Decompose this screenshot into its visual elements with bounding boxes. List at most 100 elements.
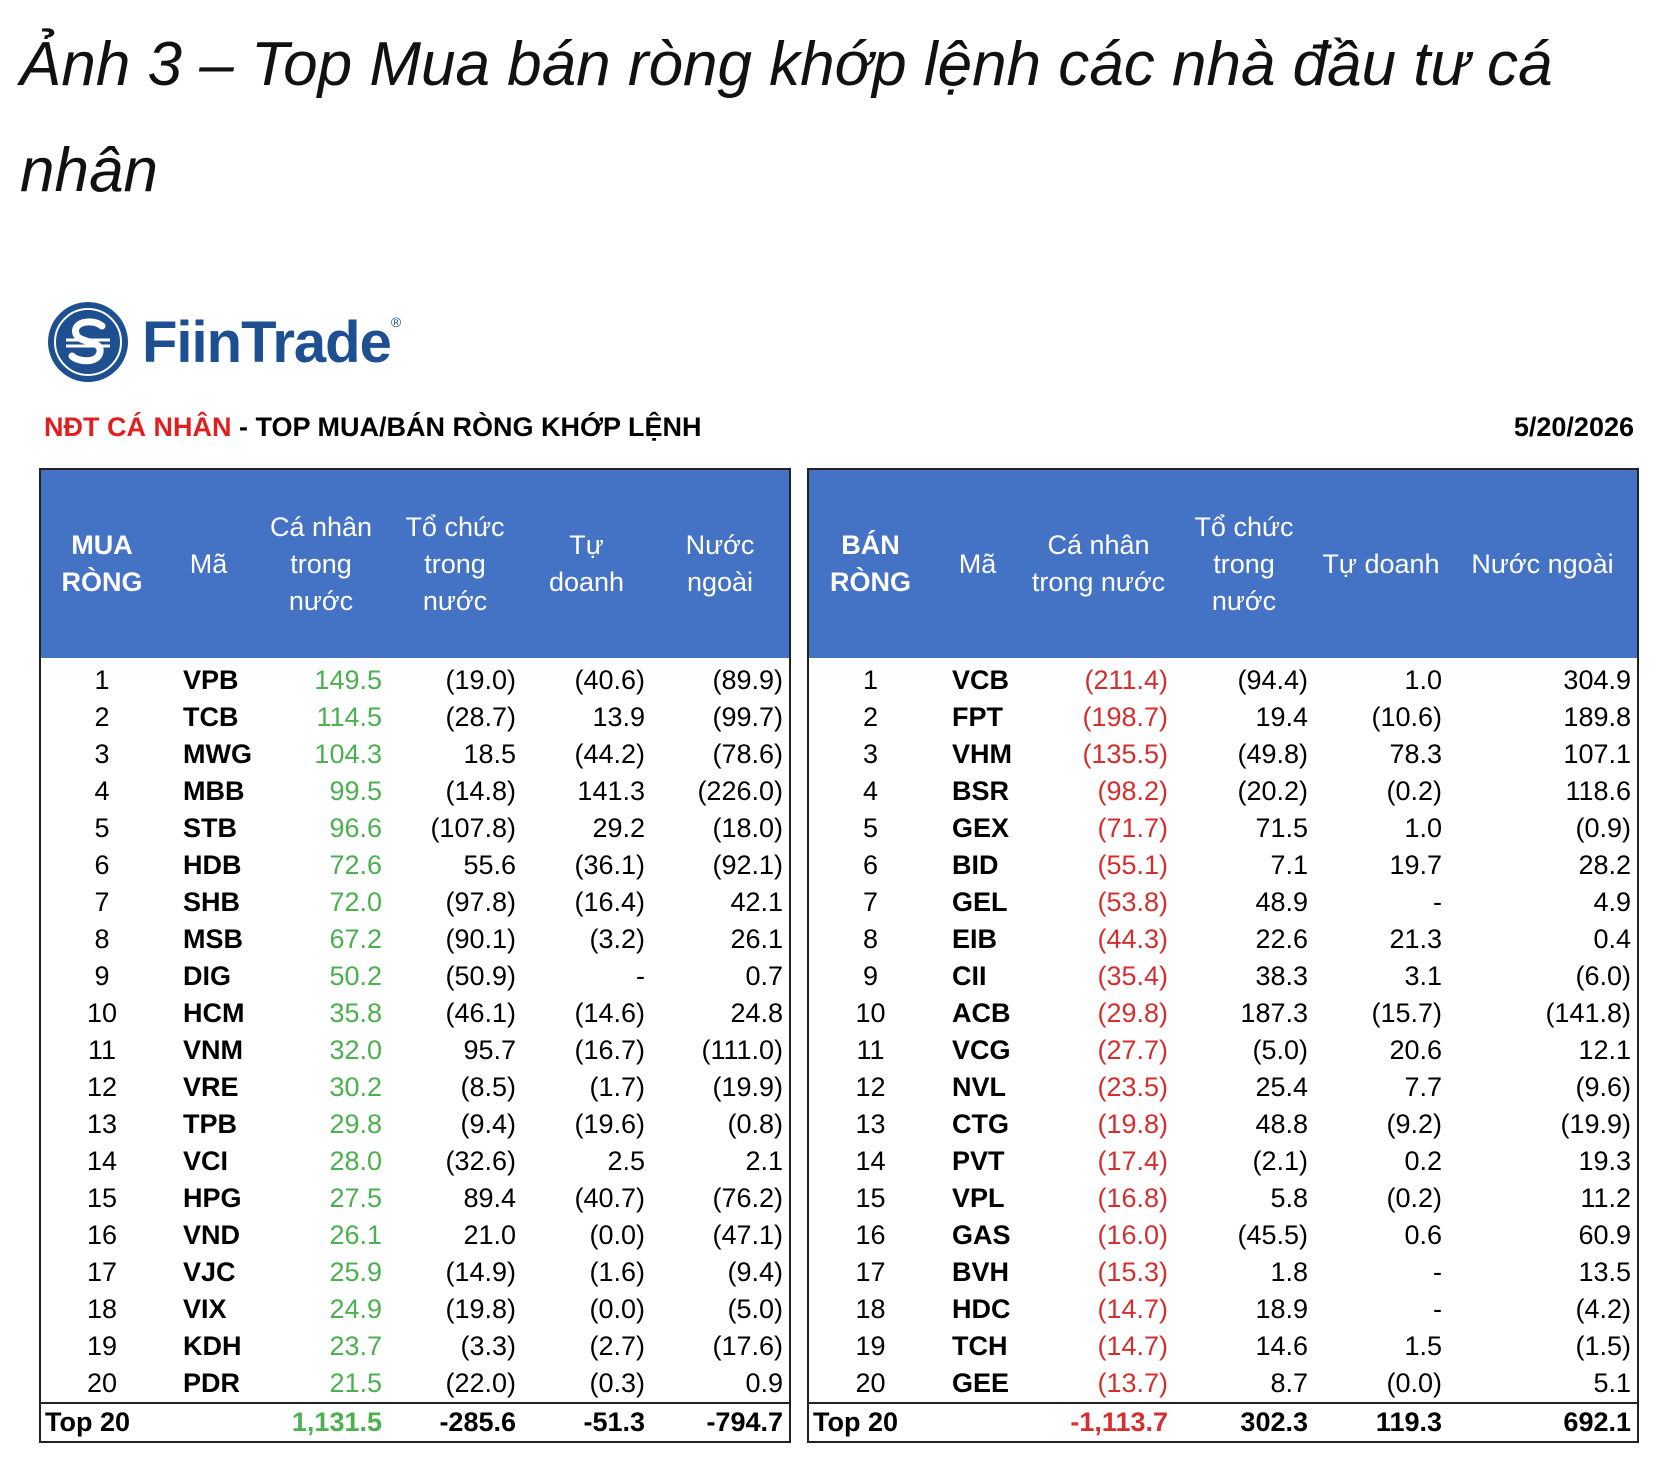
table-cell: (16.7) [574,1035,645,1065]
table-cell: (13.7) [1097,1368,1168,1398]
table-cell: (14.8) [445,776,516,806]
table-cell: (97.8) [445,887,516,917]
table-cell: (19.9) [712,1072,783,1102]
table-cell: 32.0 [329,1035,382,1065]
table-row: 10 HCM 35.8 (46.1) (14.6) 24.8 [40,995,790,1032]
table-row: 10 ACB (29.8) 187.3 (15.7) (141.8) [808,995,1638,1032]
table-cell: VPL [952,1183,1005,1213]
table-cell: (14.7) [1097,1294,1168,1324]
table-cell: BID [952,850,999,880]
table-row: 3 VHM (135.5) (49.8) 78.3 107.1 [808,736,1638,773]
total-row: Top 20 -1,113.7 302.3 119.3 692.1 [808,1402,1638,1442]
table-cell: 2.1 [745,1146,783,1176]
table-row: 6 BID (55.1) 7.1 19.7 28.2 [808,847,1638,884]
table-cell: (9.2) [1386,1109,1442,1139]
table-cell: 27.5 [329,1183,382,1213]
table-cell: 2 [862,702,879,732]
table-cell: (0.3) [589,1368,645,1398]
table-cell: 304.9 [1563,665,1631,695]
table-cell: (3.3) [460,1331,516,1361]
table-cell: 26.1 [329,1220,382,1250]
column-header: Tự doanh [522,469,651,658]
subheader-text: - TOP MUA/BÁN RÒNG KHỚP LỆNH [231,412,702,442]
table-cell: (71.7) [1097,813,1168,843]
table-cell: VND [183,1220,241,1250]
table-cell: 15 [855,1183,886,1213]
table-cell: 1 [94,665,110,695]
table-cell: 5.1 [1593,1368,1631,1398]
table-cell: 19.4 [1255,702,1308,732]
table-row: 12 NVL (23.5) 25.4 7.7 (9.6) [808,1069,1638,1106]
table-cell: 72.0 [329,887,382,917]
table-cell: 9 [862,961,879,991]
table-cell: 25.4 [1255,1072,1308,1102]
table-cell: 48.8 [1255,1109,1308,1139]
table-cell: 11 [87,1035,117,1065]
table-cell: (36.1) [574,850,645,880]
table-cell: (27.7) [1097,1035,1168,1065]
column-header: Cá nhân trong nước [1023,469,1174,658]
table-row: 8 MSB 67.2 (90.1) (3.2) 26.1 [40,921,790,958]
table-cell: HCM [183,998,245,1028]
table-cell: 78.3 [1389,739,1442,769]
table-cell: GAS [952,1220,1011,1250]
table-cell: (198.7) [1082,702,1168,732]
table-cell: (3.2) [589,924,645,954]
table-row: 15 VPL (16.8) 5.8 (0.2) 11.2 [808,1180,1638,1217]
header-row: MUA RÒNG Mã Cá nhân trong nước Tổ chức tron… [40,469,790,658]
table-cell: (19.6) [574,1109,645,1139]
table-cell: 29.8 [329,1109,382,1139]
table-cell: (22.0) [445,1368,516,1398]
table-row: 14 VCI 28.0 (32.6) 2.5 2.1 [40,1143,790,1180]
sell-table: BÁN RÒNG Mã Cá nhân trong nước Tổ chức tron… [807,468,1639,1443]
table-row: 2 FPT (198.7) 19.4 (10.6) 189.8 [808,699,1638,736]
table-cell: 7.7 [1404,1072,1442,1102]
table-row: 4 BSR (98.2) (20.2) (0.2) 118.6 [808,773,1638,810]
table-cell: (111.0) [701,1035,783,1065]
table-row: 18 HDC (14.7) 18.9 - (4.2) [808,1291,1638,1328]
table-row: 11 VCG (27.7) (5.0) 20.6 12.1 [808,1032,1638,1069]
table-cell: VPB [183,665,239,695]
column-header: Cá nhân trong nước [254,469,388,658]
table-cell: 6 [862,850,879,880]
table-cell: (0.0) [589,1220,645,1250]
column-header: Nước ngoài [1448,469,1638,658]
table-cell: 96.6 [329,813,382,843]
table-cell: 5.8 [1270,1183,1308,1213]
table-cell: 16 [855,1220,886,1250]
table-row: 12 VRE 30.2 (8.5) (1.7) (19.9) [40,1069,790,1106]
total-cell: Top 20 [40,1402,254,1442]
table-cell: MBB [183,776,245,806]
table-cell: VJC [183,1257,236,1287]
table-row: 3 MWG 104.3 18.5 (44.2) (78.6) [40,736,790,773]
table-cell: 19 [855,1331,886,1361]
table-cell: 13 [855,1109,886,1139]
table-cell: (19.8) [1097,1109,1168,1139]
table-row: 7 SHB 72.0 (97.8) (16.4) 42.1 [40,884,790,921]
table-row: 1 VCB (211.4) (94.4) 1.0 304.9 [808,658,1638,699]
table-cell: 4 [862,776,879,806]
table-cell: (0.2) [1386,1183,1442,1213]
table-cell: 18.9 [1255,1294,1308,1324]
table-cell: (2.7) [589,1331,645,1361]
table-cell: 12 [855,1072,886,1102]
table-cell: VRE [183,1072,239,1102]
table-cell: KDH [183,1331,242,1361]
table-row: 19 KDH 23.7 (3.3) (2.7) (17.6) [40,1328,790,1365]
table-cell: (1.5) [1575,1331,1631,1361]
table-cell: 13 [86,1109,118,1139]
total-cell: -1,113.7 [1023,1402,1174,1442]
table-row: 20 GEE (13.7) 8.7 (0.0) 5.1 [808,1365,1638,1403]
table-cell: - [1433,887,1442,917]
table-row: 20 PDR 21.5 (22.0) (0.3) 0.9 [40,1365,790,1403]
table-row: 4 MBB 99.5 (14.8) 141.3 (226.0) [40,773,790,810]
table-cell: 95.7 [463,1035,516,1065]
table-cell: (44.2) [574,739,645,769]
table-cell: 5 [862,813,879,843]
table-cell: 21.3 [1389,924,1442,954]
table-cell: 7 [94,887,110,917]
table-cell: DIG [183,961,232,991]
table-row: 8 EIB (44.3) 22.6 21.3 0.4 [808,921,1638,958]
